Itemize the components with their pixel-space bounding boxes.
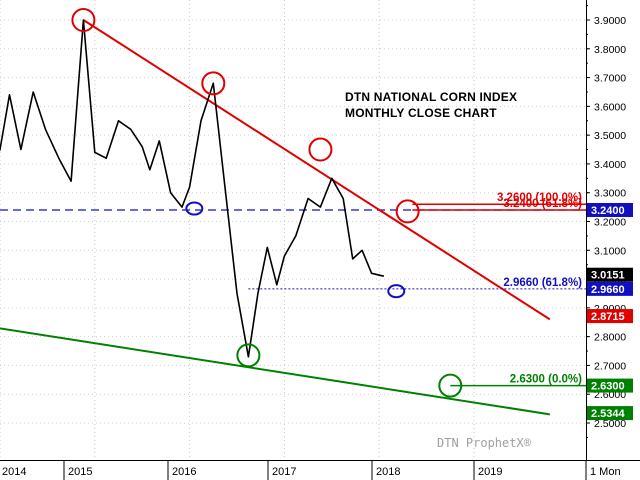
y-tick-label: 3.2000 <box>594 217 626 229</box>
price-box <box>587 309 633 324</box>
price-box <box>587 378 633 393</box>
marker-circle <box>438 373 463 398</box>
marker-circle <box>71 8 96 32</box>
price-box-label: 2.8715 <box>591 311 625 323</box>
price-box-label: 3.0151 <box>591 270 625 282</box>
y-tick-label: 3.4000 <box>594 159 626 171</box>
trendline <box>82 19 551 321</box>
chart-subtitle: MONTHLY CLOSE CHART <box>345 106 497 120</box>
x-tick-label: 2018 <box>376 466 400 478</box>
price-box-label: 2.6300 <box>591 381 625 393</box>
marker-circle <box>395 199 420 224</box>
y-tick-label: 3.6000 <box>594 101 626 113</box>
y-tick-label: 2.5000 <box>594 418 626 430</box>
y-tick-label: 3.5000 <box>594 130 626 142</box>
price-line <box>0 19 385 358</box>
y-tick-label: 3.1000 <box>594 245 626 257</box>
price-box <box>587 406 633 421</box>
price-box-label: 3.2400 <box>591 205 625 217</box>
y-tick-label: 2.7000 <box>594 360 626 372</box>
y-tick-label: 3.9000 <box>594 15 626 27</box>
x-tick-label: 2016 <box>172 466 196 478</box>
x-tick-label: 2014 <box>2 466 26 478</box>
x-tick-label: 2017 <box>272 466 296 478</box>
y-tick-label: 3.3000 <box>594 188 626 200</box>
price-box <box>587 202 633 217</box>
price-box <box>587 267 633 282</box>
marker-circle <box>236 343 261 368</box>
level-label: 3.2600 (100.0%) <box>497 192 582 204</box>
level-label: 3.2400 (61.8%) <box>503 198 582 210</box>
trendline <box>0 327 550 416</box>
price-box-label: 2.5344 <box>591 408 626 420</box>
marker-circle <box>201 71 226 96</box>
chart-title: DTN NATIONAL CORN INDEX <box>345 90 518 104</box>
y-tick-label: 2.8000 <box>594 332 626 344</box>
marker-ellipse <box>387 284 406 299</box>
level-label: 2.9660 (61.8%) <box>503 277 582 289</box>
x-tick-label: 2019 <box>478 466 502 478</box>
y-tick-label: 3.8000 <box>594 44 626 56</box>
x-tick-label: 2015 <box>68 466 92 478</box>
y-tick-label: 3.7000 <box>594 73 626 85</box>
watermark: DTN ProphetX® <box>437 436 532 450</box>
marker-ellipse <box>185 201 204 216</box>
marker-circle <box>308 137 333 162</box>
price-box <box>587 281 633 296</box>
x-tick-label: 1 Mon <box>590 466 621 478</box>
level-label: 2.6300 (0.0%) <box>510 374 582 386</box>
price-box-label: 2.9660 <box>591 284 625 296</box>
